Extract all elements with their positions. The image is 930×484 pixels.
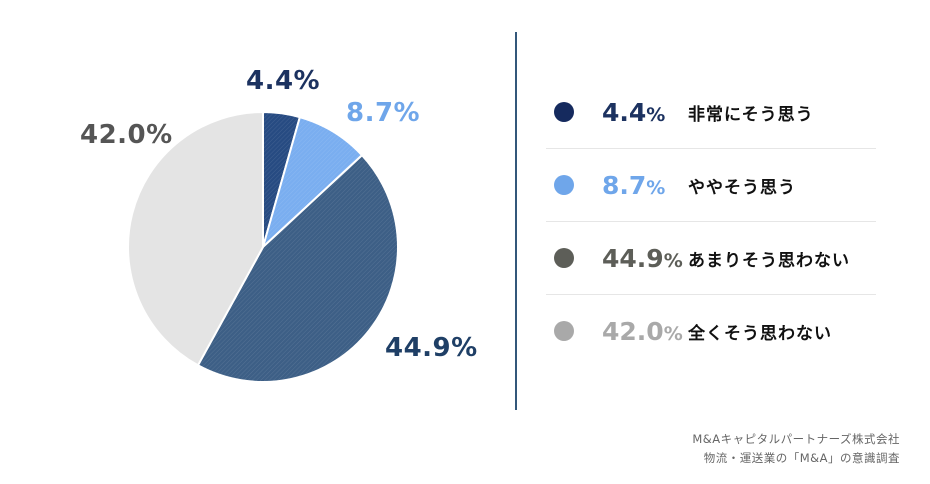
legend-dot <box>554 175 574 195</box>
legend-value: 44.9% <box>602 243 683 273</box>
pie-label-very-much: 4.4% <box>246 66 321 96</box>
pie-label-not-really: 44.9% <box>385 333 478 363</box>
legend-value: 4.4% <box>602 97 666 127</box>
pie-label-not-at-all: 42.0% <box>80 120 173 150</box>
pie-slice-not-really-texture <box>197 155 398 382</box>
legend-label: ややそう思う <box>688 177 796 198</box>
legend-dot <box>554 321 574 341</box>
source-survey: 物流・運送業の「M&A」の意識調査 <box>703 451 900 465</box>
legend-item: 4.4% 非常にそう思う <box>546 76 876 149</box>
legend-item: 8.7% ややそう思う <box>546 149 876 222</box>
legend: 4.4% 非常にそう思う 8.7% ややそう思う 44.9% あまりそう思わない… <box>546 76 876 367</box>
legend-dot <box>554 248 574 268</box>
legend-item: 44.9% あまりそう思わない <box>546 222 876 295</box>
legend-label: あまりそう思わない <box>688 250 850 271</box>
source-note: M&Aキャピタルパートナーズ株式会社 物流・運送業の「M&A」の意識調査 <box>692 430 900 468</box>
source-company: M&Aキャピタルパートナーズ株式会社 <box>692 432 900 446</box>
pie-slice-not-at-all <box>127 110 264 367</box>
legend-dot <box>554 102 574 122</box>
pie-label-somewhat: 8.7% <box>346 98 421 128</box>
legend-value: 8.7% <box>602 170 666 200</box>
pie-slice-somewhat-texture <box>263 117 362 247</box>
legend-label: 全くそう思わない <box>688 323 832 344</box>
divider <box>515 32 517 410</box>
legend-value: 42.0% <box>602 316 683 346</box>
legend-label: 非常にそう思う <box>688 104 814 125</box>
legend-item: 42.0% 全くそう思わない <box>546 295 876 367</box>
